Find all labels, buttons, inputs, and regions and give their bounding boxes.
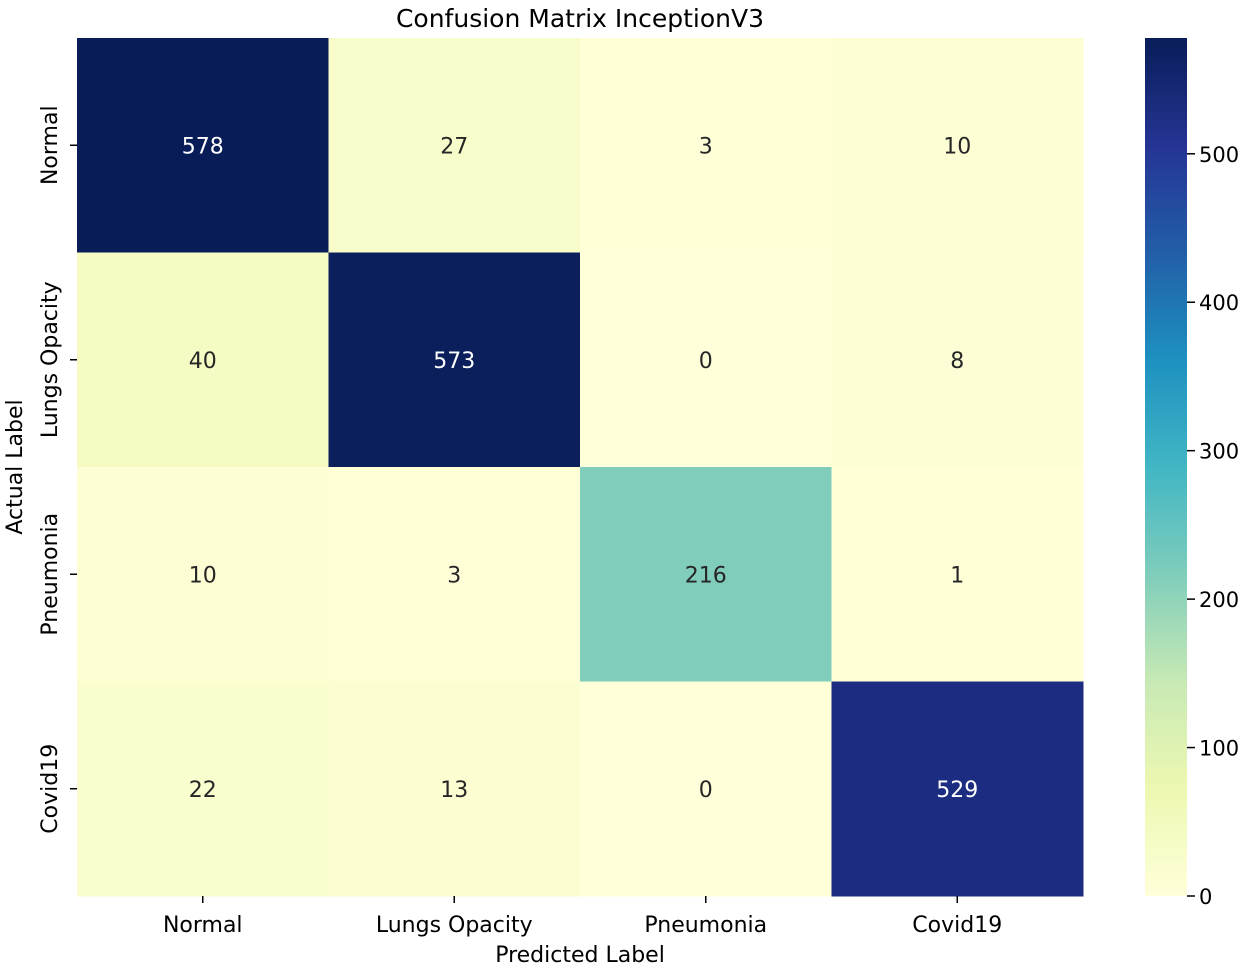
chart-title: Confusion Matrix InceptionV3 (396, 4, 764, 33)
y-tick-label: Normal (38, 105, 63, 185)
heatmap-cell (328, 252, 581, 468)
x-tick-label: Covid19 (912, 913, 1002, 938)
y-axis-label: Actual Label (3, 399, 28, 534)
heatmap-cell (831, 681, 1084, 897)
x-axis-ticks: Normal Lungs Opacity Pneumonia Covid19 (163, 896, 1002, 938)
x-tick-label: Normal (163, 913, 243, 938)
heatmap-cell (580, 38, 832, 253)
heatmap-cell (328, 467, 581, 682)
heatmap-cell (328, 38, 581, 253)
cell-value-label: 3 (447, 563, 461, 588)
heatmap-cell (831, 467, 1084, 682)
x-axis-label: Predicted Label (495, 943, 665, 968)
heatmap-cell (831, 38, 1084, 253)
cell-value-label: 8 (950, 349, 964, 374)
heatmap-cell (328, 681, 581, 897)
cell-value-label: 216 (685, 563, 727, 588)
heatmap-cell (831, 252, 1084, 468)
cell-value-label: 3 (699, 134, 713, 159)
cell-value-label: 0 (699, 778, 713, 803)
cell-value-label: 13 (440, 778, 468, 803)
y-tick-label: Lungs Opacity (38, 281, 63, 438)
cell-value-label: 10 (943, 134, 971, 159)
colorbar-tick-label: 500 (1199, 143, 1239, 167)
colorbar-tick-label: 200 (1199, 588, 1239, 612)
cell-value-label: 578 (182, 134, 224, 159)
heatmap-cell (77, 252, 329, 468)
cell-value-label: 529 (936, 778, 978, 803)
colorbar-tick-label: 0 (1199, 885, 1212, 909)
colorbar-tick-label: 100 (1199, 737, 1239, 761)
heatmap-cell (77, 467, 329, 682)
cell-value-label: 573 (433, 349, 475, 374)
y-tick-label: Covid19 (38, 744, 63, 834)
colorbar-tick-label: 300 (1199, 440, 1239, 464)
colorbar-tick-label: 400 (1199, 291, 1239, 315)
x-tick-label: Lungs Opacity (376, 913, 533, 938)
cell-value-label: 0 (699, 349, 713, 374)
cell-value-label: 1 (950, 563, 964, 588)
colorbar-ticks: 0 100 200 300 400 500 (1187, 143, 1239, 909)
heatmap-cells: 578 27 3 10 40 573 0 8 10 3 216 1 22 13 0 529 (77, 38, 1084, 897)
colorbar-gradient (1145, 38, 1187, 896)
heatmap-cell (580, 467, 832, 682)
heatmap-cell (77, 681, 329, 897)
cell-value-label: 10 (189, 563, 217, 588)
heatmap-cell (77, 38, 329, 253)
cell-value-label: 22 (189, 778, 217, 803)
cell-value-label: 40 (189, 349, 217, 374)
x-tick-label: Pneumonia (644, 913, 767, 938)
heatmap-cell (580, 681, 832, 897)
heatmap-cell (580, 252, 832, 468)
y-axis-ticks: Normal Lungs Opacity Pneumonia Covid19 (38, 105, 77, 834)
colorbar: 0 100 200 300 400 500 (1145, 38, 1239, 909)
y-tick-label: Pneumonia (38, 513, 63, 636)
cell-value-label: 27 (440, 134, 468, 159)
